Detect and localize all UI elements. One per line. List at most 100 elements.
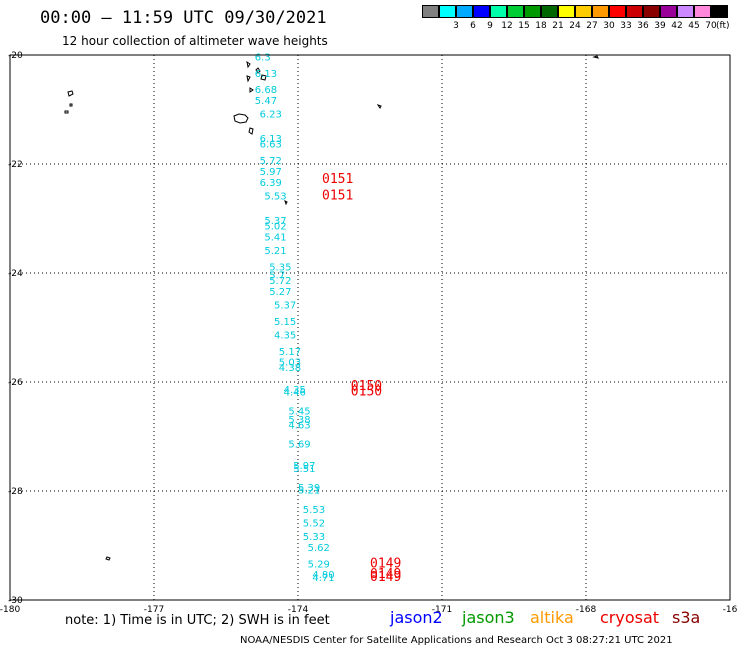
legend-swatch xyxy=(490,5,507,18)
latitude-label: -30 xyxy=(8,596,23,606)
swh-reading: 5.45 xyxy=(288,407,310,418)
swh-reading: 5.15 xyxy=(274,317,296,328)
swh-reading: 5.35 xyxy=(269,262,291,273)
legend-value: 12 xyxy=(501,21,513,31)
legend-value: 42 xyxy=(671,21,683,31)
island-outline xyxy=(64,110,69,114)
longitude-label: -16 xyxy=(723,605,738,615)
swh-reading: 6.68 xyxy=(255,85,277,96)
swh-reading: 6.39 xyxy=(260,178,282,189)
swh-reading: 4.63 xyxy=(288,420,310,431)
legend-swatch xyxy=(422,5,439,18)
satellite-altika-label: altika xyxy=(530,608,574,627)
latitude-label: -26 xyxy=(8,378,23,388)
island-outline xyxy=(67,90,74,97)
satellite-jason2-label: jason2 xyxy=(390,608,443,627)
swh-reading: 5.03 xyxy=(279,358,301,369)
swh-reading: 5.21 xyxy=(264,246,286,257)
island-outline xyxy=(376,104,382,109)
legend-value: 33 xyxy=(620,21,632,31)
map-subtitle: 12 hour collection of altimeter wave hei… xyxy=(62,34,328,48)
legend-value: 30 xyxy=(603,21,615,31)
swh-reading: 5.38 xyxy=(288,415,310,426)
swh-reading: 5.51 xyxy=(293,464,315,475)
pass-time-label: 0151 xyxy=(322,188,353,203)
legend-value: 39 xyxy=(654,21,666,31)
legend-value: 24 xyxy=(569,21,581,31)
swh-reading: 5.72 xyxy=(269,276,291,287)
tongatapu-outline xyxy=(233,113,249,124)
tonga-island-outline xyxy=(260,74,267,81)
swh-readings: 6.36.136.685.476.236.136.635.725.976.395… xyxy=(255,52,335,583)
swh-reading: 5.37 xyxy=(264,216,286,227)
legend-swatch xyxy=(677,5,694,18)
longitude-label: -180 xyxy=(0,605,20,615)
pass-time-label: 0150 xyxy=(351,385,382,400)
satellite-s3a-label: s3a xyxy=(672,608,701,627)
legend-value: 70 xyxy=(705,21,717,31)
longitude-label: -174 xyxy=(288,605,309,615)
island-outline xyxy=(592,55,599,59)
pass-time-label: 0149 xyxy=(370,567,401,582)
swh-reading: 6.13 xyxy=(255,69,277,80)
swh-reading: 6.13 xyxy=(260,134,282,145)
legend-swatch xyxy=(643,5,660,18)
pass-time-label: 0150 xyxy=(351,379,382,394)
legend-swatch xyxy=(473,5,490,18)
swh-reading: 5.27 xyxy=(269,287,291,298)
latitude-label: -20 xyxy=(8,51,23,61)
swh-reading: 6.63 xyxy=(260,140,282,151)
satellite-jason3-label: jason3 xyxy=(462,608,515,627)
legend-value: 36 xyxy=(637,21,649,31)
swh-reading: 5.72 xyxy=(260,156,282,167)
legend-swatch xyxy=(524,5,541,18)
swh-reading: 5.69 xyxy=(288,439,310,450)
legend-value: 45 xyxy=(688,21,700,31)
tonga-island-outline xyxy=(246,75,251,83)
eua-outline xyxy=(248,127,254,135)
swh-reading: 5.53 xyxy=(264,191,286,202)
legend-value: 27 xyxy=(586,21,598,31)
grid-lines xyxy=(10,55,730,600)
map-title: 00:00 — 11:59 UTC 09/30/2021 xyxy=(40,8,327,28)
longitude-label: -168 xyxy=(576,605,597,615)
swh-reading: 5.41 xyxy=(264,232,286,243)
swh-reading: 6.3 xyxy=(255,52,271,63)
swh-reading: 5.02 xyxy=(264,221,286,232)
legend-value: 6 xyxy=(470,21,476,31)
pass-time-label: 0149 xyxy=(370,556,401,571)
swh-reading: 4.46 xyxy=(284,388,306,399)
swh-reading: 5.17 xyxy=(279,347,301,358)
map-frame xyxy=(9,54,731,601)
footer-credit: NOAA/NESDIS Center for Satellite Applica… xyxy=(240,635,673,646)
legend-swatch xyxy=(592,5,609,18)
latitude-label: -24 xyxy=(8,269,23,279)
swh-reading: 4.35 xyxy=(274,330,296,341)
legend-swatch xyxy=(575,5,592,18)
legend-value: 15 xyxy=(518,21,530,31)
legend-value: 21 xyxy=(552,21,564,31)
swh-reading: 5.7 xyxy=(269,270,285,281)
swh-reading: 4.35 xyxy=(284,385,306,396)
swh-reading: 4.38 xyxy=(279,363,301,374)
island-outline xyxy=(284,200,288,206)
legend-swatch xyxy=(439,5,456,18)
legend-value: 18 xyxy=(535,21,547,31)
satellite-cryosat-label: cryosat xyxy=(600,608,660,627)
axis-labels: -180 -177 -174 -171 -168 -16 -20 -22 -24 -26 -28 -3… xyxy=(0,51,738,615)
longitude-label: -171 xyxy=(432,605,452,615)
landmass-outlines xyxy=(64,55,599,561)
latitude-label: -22 xyxy=(8,160,23,170)
tonga-island-outline xyxy=(249,87,254,93)
longitude-label: -177 xyxy=(144,605,164,615)
legend-swatch xyxy=(660,5,677,18)
pass-time-label: 0149 xyxy=(370,570,401,585)
swh-reading: 5.97 xyxy=(293,461,315,472)
swh-reading: 5.39 xyxy=(298,483,320,494)
swh-reading: 6.23 xyxy=(260,110,282,121)
swh-reading: 4.71 xyxy=(312,573,334,584)
legend-swatch xyxy=(609,5,626,18)
latitude-label: -28 xyxy=(8,487,23,497)
